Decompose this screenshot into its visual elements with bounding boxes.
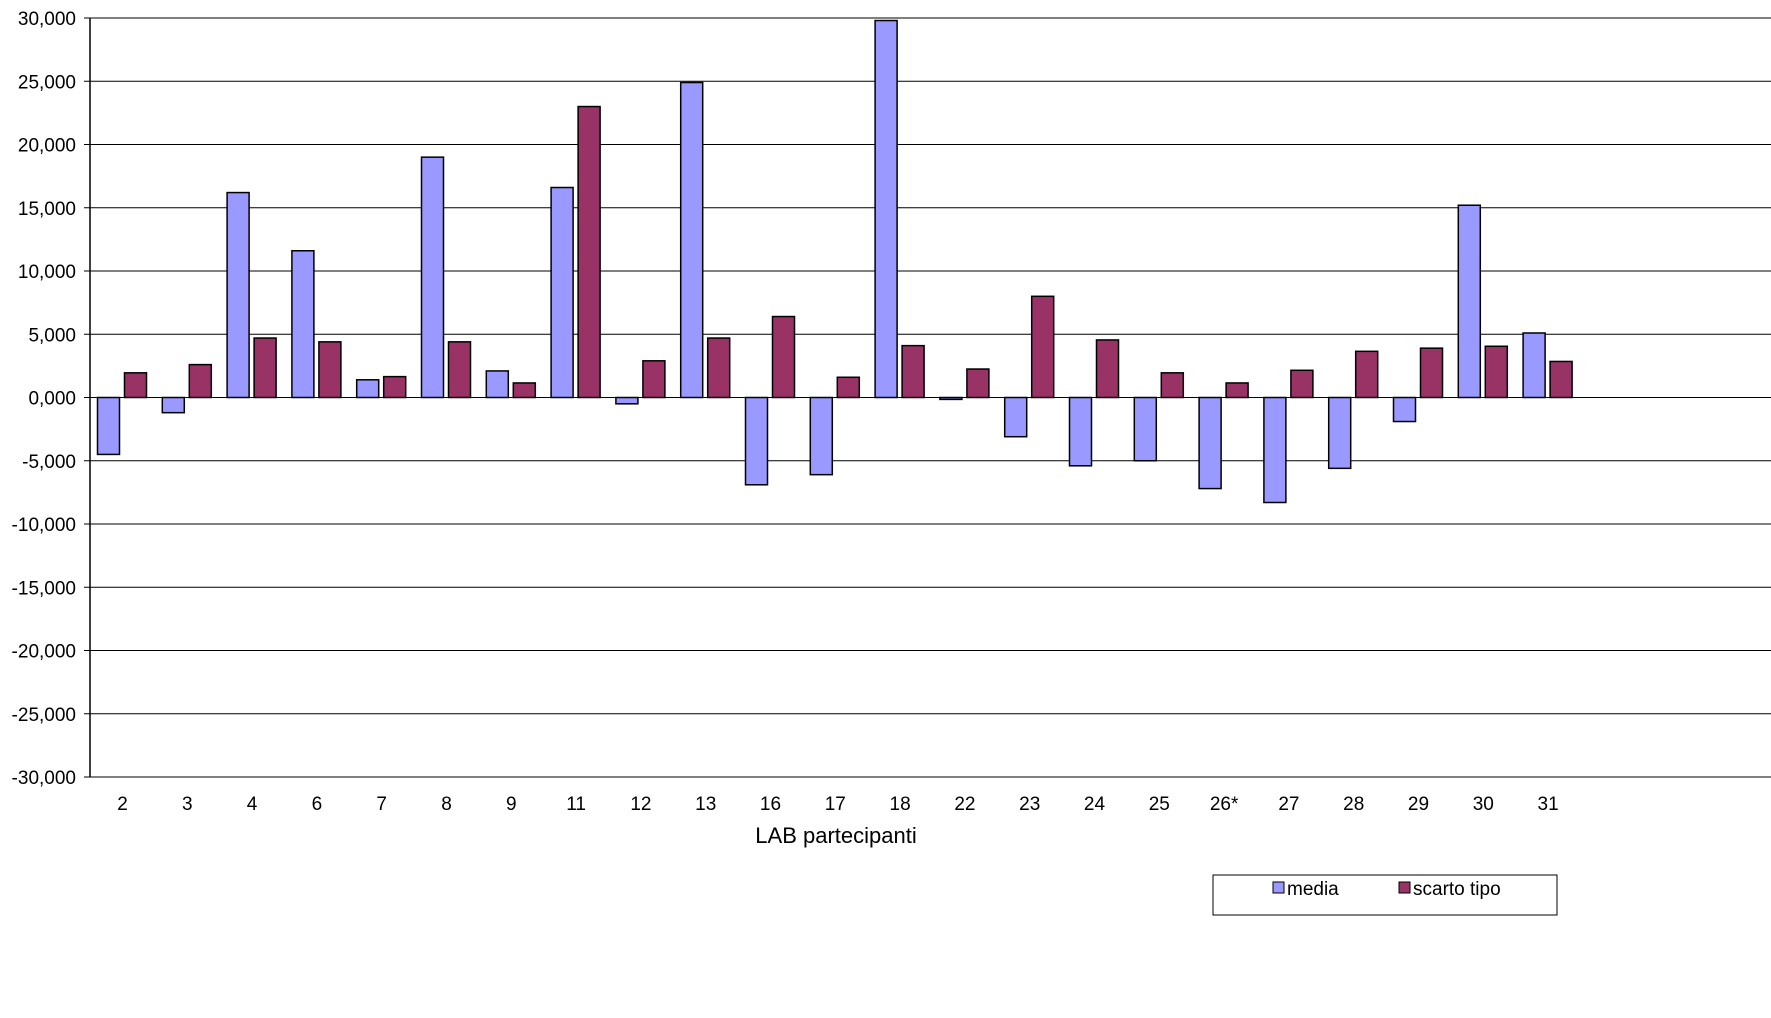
bar-scarto-tipo-2 xyxy=(123,372,148,399)
bar-media-29 xyxy=(1392,396,1417,423)
bar-scarto-tipo-28 xyxy=(1354,350,1379,399)
bar-media-31 xyxy=(1522,332,1546,399)
bar-media-12 xyxy=(615,396,639,405)
bar-scarto-tipo-26star xyxy=(1225,382,1249,399)
bar-scarto-tipo-27 xyxy=(1290,369,1314,399)
x-tick-label: 12 xyxy=(630,794,651,815)
bar-scarto-tipo-22 xyxy=(966,368,990,399)
bar-media-13 xyxy=(679,81,704,399)
y-tick-label: -20,000 xyxy=(12,642,76,663)
bar-media-16 xyxy=(744,396,769,486)
x-tick-label: 30 xyxy=(1473,794,1494,815)
bar-media-2 xyxy=(96,396,121,456)
x-tick-label: 8 xyxy=(441,794,452,815)
y-tick-label: 30,000 xyxy=(18,9,76,30)
y-tick-label: 10,000 xyxy=(18,262,76,283)
bar-media-23 xyxy=(1003,396,1028,438)
x-tick-label: 9 xyxy=(506,794,517,815)
y-tick-label: -25,000 xyxy=(12,705,76,726)
bar-scarto-tipo-29 xyxy=(1419,347,1444,399)
legend-box xyxy=(1212,874,1558,916)
x-tick-label: 6 xyxy=(312,794,323,815)
y-tick-label: 20,000 xyxy=(18,136,76,157)
x-tick-label: 13 xyxy=(695,794,716,815)
x-tick-label: 18 xyxy=(890,794,911,815)
x-tick-label: 26* xyxy=(1210,794,1239,815)
bar-scarto-tipo-8 xyxy=(447,341,472,399)
bar-scarto-tipo-17 xyxy=(836,376,861,399)
legend-swatch-scarto-tipo xyxy=(1398,881,1411,894)
bar-scarto-tipo-7 xyxy=(382,375,407,399)
x-tick-label: 2 xyxy=(117,794,128,815)
bar-media-24 xyxy=(1068,396,1093,467)
x-tick-label: 3 xyxy=(182,794,193,815)
legend: media scarto tipo xyxy=(1212,874,1558,916)
x-tick-label: 23 xyxy=(1019,794,1040,815)
x-tick-label: 11 xyxy=(566,794,586,815)
bar-media-25 xyxy=(1133,396,1158,462)
bar-media-17 xyxy=(809,396,834,476)
bar-media-8 xyxy=(420,156,445,399)
bars xyxy=(96,19,1573,504)
x-tick-label: 24 xyxy=(1084,794,1106,815)
legend-label-media: media xyxy=(1287,879,1339,900)
x-axis-title: LAB partecipanti xyxy=(755,823,916,848)
x-tick-label: 25 xyxy=(1149,794,1170,815)
bar-media-26star xyxy=(1198,396,1222,490)
y-tick-label: 15,000 xyxy=(18,199,76,220)
y-tick-label: -30,000 xyxy=(12,768,76,789)
bar-scarto-tipo-4 xyxy=(253,337,277,399)
bar-media-18 xyxy=(874,19,898,399)
y-tick-label: 25,000 xyxy=(18,72,76,93)
x-tick-label: 16 xyxy=(760,794,781,815)
y-tick-label: 0,000 xyxy=(28,389,76,410)
bar-media-27 xyxy=(1263,396,1287,504)
x-tick-label: 27 xyxy=(1278,794,1299,815)
x-tick-label: 22 xyxy=(954,794,975,815)
bar-scarto-tipo-16 xyxy=(771,315,796,399)
bar-scarto-tipo-9 xyxy=(512,382,537,399)
bar-scarto-tipo-11 xyxy=(577,105,601,399)
legend-swatch-media xyxy=(1272,881,1285,894)
y-tick-labels: 30,000 25,000 20,000 15,000 10,000 5,000 0,000… xyxy=(12,9,76,789)
x-tick-label: 7 xyxy=(376,794,387,815)
x-tick-label: 28 xyxy=(1343,794,1364,815)
bar-scarto-tipo-3 xyxy=(188,363,213,399)
legend-label-scarto-tipo: scarto tipo xyxy=(1413,879,1501,900)
bar-scarto-tipo-31 xyxy=(1549,360,1573,399)
bar-scarto-tipo-23 xyxy=(1030,295,1055,399)
x-tick-labels: 2 3 4 6 7 8 9 11 12 13 16 17 18 22 23 24 25 26* 27 28 29 30 31 xyxy=(117,794,1558,815)
bar-media-22 xyxy=(939,396,963,401)
bar-scarto-tipo-30 xyxy=(1484,345,1509,399)
bar-media-4 xyxy=(226,191,250,399)
y-tick-label: -10,000 xyxy=(12,515,76,536)
y-tick-label: -5,000 xyxy=(22,452,76,473)
bar-scarto-tipo-24 xyxy=(1095,339,1120,399)
bar-media-7 xyxy=(355,379,380,399)
bar-scarto-tipo-6 xyxy=(318,341,342,399)
y-tick-label: 5,000 xyxy=(28,325,76,346)
x-tick-label: 29 xyxy=(1408,794,1429,815)
bar-scarto-tipo-25 xyxy=(1160,372,1185,399)
bar-scarto-tipo-18 xyxy=(901,344,925,399)
bar-scarto-tipo-13 xyxy=(706,337,731,399)
bar-scarto-tipo-12 xyxy=(642,360,666,399)
x-tick-label: 31 xyxy=(1538,794,1559,815)
bar-media-6 xyxy=(291,250,315,399)
bar-media-30 xyxy=(1457,204,1482,399)
bar-media-3 xyxy=(161,396,186,414)
bar-media-9 xyxy=(485,370,510,399)
y-tick-label: -15,000 xyxy=(12,578,76,599)
x-tick-label: 4 xyxy=(247,794,258,815)
x-tick-label: 17 xyxy=(825,794,846,815)
bar-media-11 xyxy=(550,186,574,399)
bar-media-28 xyxy=(1327,396,1352,470)
